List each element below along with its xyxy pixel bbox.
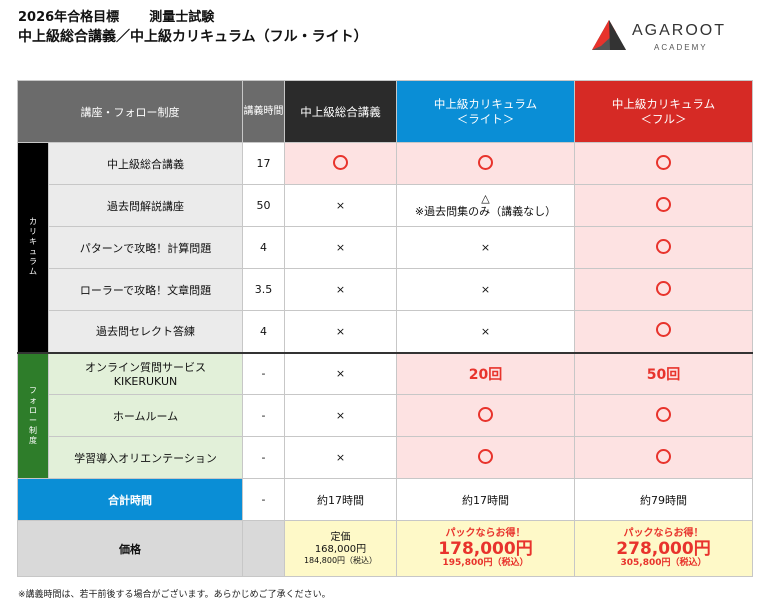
cell-all: ×	[284, 436, 397, 479]
agaroot-logo: AGAROOT ACADEMY	[590, 18, 740, 68]
price-row: 価格 定価 168,000円 184,800円（税込） パックならお得！ 178…	[17, 520, 753, 577]
circle-icon	[478, 406, 493, 422]
cell-full	[574, 184, 753, 227]
row-hours: 4	[242, 310, 285, 353]
page-title-line1: 2026年合格目標 測量士試験	[18, 10, 215, 25]
circle-icon	[656, 280, 671, 296]
price-hours-blank	[242, 520, 285, 577]
cell-lite	[396, 394, 575, 437]
cell-lite	[396, 142, 575, 185]
row-hours: 3.5	[242, 268, 285, 311]
price-full: パックならお得！ 278,000円 305,800円（税込）	[574, 520, 753, 577]
row-hours: 50	[242, 184, 285, 227]
circle-icon	[478, 448, 493, 464]
circle-icon	[656, 322, 671, 338]
cell-full	[574, 142, 753, 185]
price-label: 価格	[17, 520, 243, 577]
header-hours: 講義時間	[242, 80, 285, 143]
table-row: ローラーで攻略！文章問題 3.5 × ×	[18, 268, 753, 311]
circle-icon	[478, 154, 493, 170]
comparison-table: 講座・フォロー制度 講義時間 中上級総合講義 中上級カリキュラム ＜ライト＞ 中上…	[17, 80, 753, 577]
row-name: 過去問セレクト答練	[48, 310, 243, 353]
row-hours: 17	[242, 142, 285, 185]
total-label: 合計時間	[17, 478, 243, 521]
row-name: 過去問解説講座	[48, 184, 243, 227]
row-name: ホームルーム	[48, 394, 243, 437]
table-row: 過去問セレクト答練 4 × ×	[18, 310, 753, 353]
footnote: ※講義時間は、若干前後する場合がございます。あらかじめご了承ください。	[18, 590, 331, 600]
cell-full	[574, 268, 753, 311]
cell-all: ×	[284, 394, 397, 437]
cell-all: ×	[284, 351, 397, 395]
cell-lite: 20回	[396, 351, 575, 395]
category-follow: フォロー制度	[17, 351, 49, 479]
cell-lite	[396, 436, 575, 479]
total-hours: -	[242, 478, 285, 521]
table-header-row: 講座・フォロー制度 講義時間 中上級総合講義 中上級カリキュラム ＜ライト＞ 中上…	[17, 80, 753, 143]
lite-note: ※過去問集のみ（講義なし）	[414, 204, 557, 218]
row-name: ローラーで攻略！文章問題	[48, 268, 243, 311]
triangle-icon: △	[481, 191, 490, 205]
cell-full	[574, 436, 753, 479]
cell-all: ×	[284, 226, 397, 269]
row-name: パターンで攻略！計算問題	[48, 226, 243, 269]
table-row: パターンで攻略！計算問題 4 × ×	[18, 226, 753, 269]
category-curriculum: カリキュラム	[17, 142, 49, 353]
row-name: 学習導入オリエンテーション	[48, 436, 243, 479]
table-row: 学習導入オリエンテーション - ×	[18, 436, 753, 479]
logo-sub: ACADEMY	[654, 43, 708, 52]
cell-lite: △ ※過去問集のみ（講義なし）	[396, 184, 575, 227]
circle-icon	[333, 154, 348, 170]
total-full: 約79時間	[574, 478, 753, 521]
cell-all: ×	[284, 310, 397, 353]
cell-lite: ×	[396, 310, 575, 353]
cell-lite: ×	[396, 268, 575, 311]
price-lite: パックならお得！ 178,000円 195,800円（税込）	[396, 520, 575, 577]
row-hours: -	[242, 351, 285, 395]
logo-triangle-icon	[592, 20, 626, 50]
header-general-lecture: 中上級総合講義	[284, 80, 397, 143]
table-row: カリキュラム 中上級総合講義 17	[17, 142, 753, 353]
row-hours: -	[242, 394, 285, 437]
header-course: 講座・フォロー制度	[17, 80, 243, 143]
circle-icon	[656, 448, 671, 464]
total-all: 約17時間	[284, 478, 397, 521]
table-row: ホームルーム - ×	[18, 394, 753, 437]
price-all: 定価 168,000円 184,800円（税込）	[284, 520, 397, 577]
cell-full: 50回	[574, 351, 753, 395]
logo-name: AGAROOT	[632, 22, 727, 39]
table-row: フォロー制度 オンライン質問サービス KIKERUKUN - × 20回 50回	[17, 351, 753, 479]
circle-icon	[656, 196, 671, 212]
page-title-line2: 中上級総合講義／中上級カリキュラム（フル・ライト）	[18, 29, 368, 45]
cell-all: ×	[284, 184, 397, 227]
cell-all: ×	[284, 268, 397, 311]
cell-all	[284, 142, 397, 185]
header-full: 中上級カリキュラム ＜フル＞	[574, 80, 753, 143]
circle-icon	[656, 406, 671, 422]
header-lite: 中上級カリキュラム ＜ライト＞	[396, 80, 575, 143]
cell-full	[574, 394, 753, 437]
circle-icon	[656, 238, 671, 254]
cell-full	[574, 226, 753, 269]
total-lite: 約17時間	[396, 478, 575, 521]
row-name: 中上級総合講義	[48, 142, 243, 185]
cell-full	[574, 310, 753, 353]
row-name: オンライン質問サービス KIKERUKUN	[48, 351, 243, 395]
total-row: 合計時間 - 約17時間 約17時間 約79時間	[17, 478, 753, 521]
table-row: 過去問解説講座 50 × △ ※過去問集のみ（講義なし）	[18, 184, 753, 227]
row-hours: 4	[242, 226, 285, 269]
row-hours: -	[242, 436, 285, 479]
cell-lite: ×	[396, 226, 575, 269]
circle-icon	[656, 154, 671, 170]
